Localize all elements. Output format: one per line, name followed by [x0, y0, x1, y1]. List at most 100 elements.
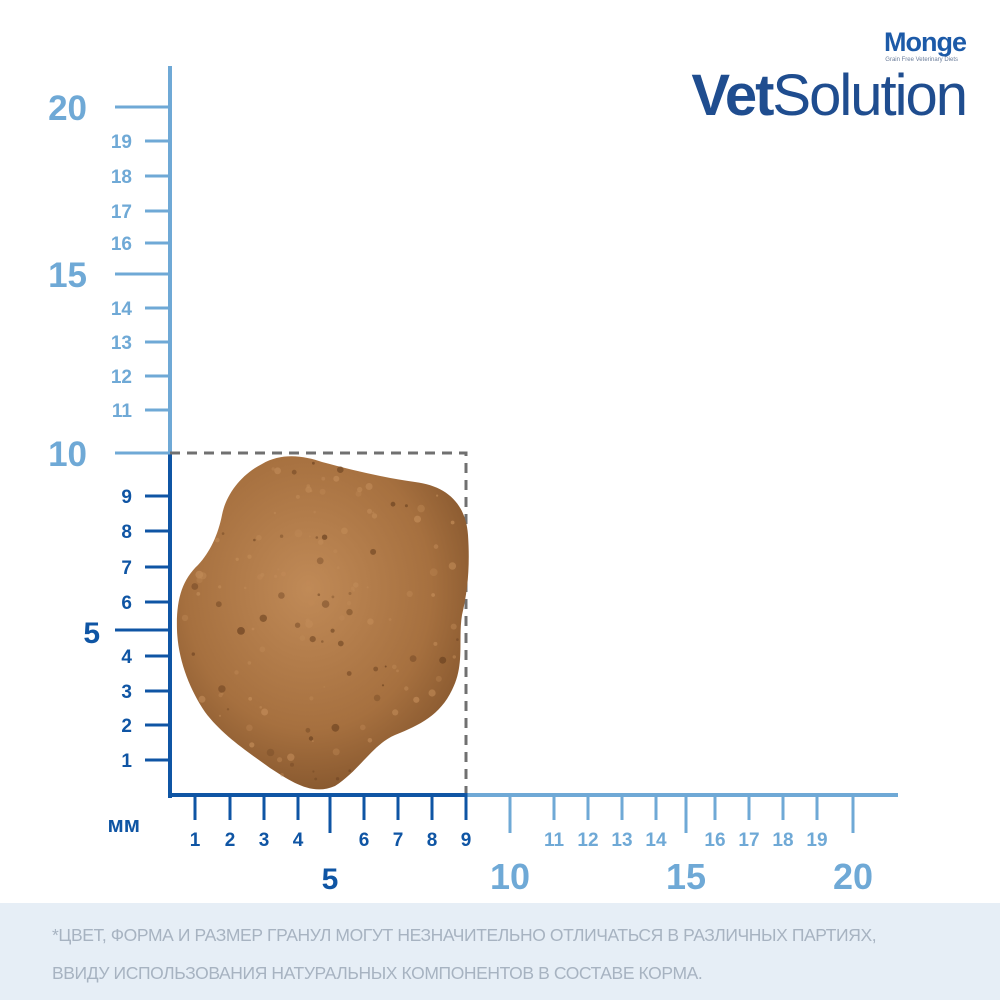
kibble-speckle: [396, 669, 399, 673]
kibble-speckle: [435, 675, 442, 682]
kibble-speckle: [295, 494, 300, 499]
kibble-speckle: [221, 692, 224, 695]
kibble-speckle: [315, 536, 319, 539]
kibble-speckle: [291, 469, 297, 475]
kibble-speckle: [409, 655, 417, 662]
y-label-minor-9: 9: [121, 487, 132, 508]
y-label-minor-1: 1: [121, 751, 132, 772]
kibble-speckle: [312, 770, 315, 773]
kibble-speckle: [260, 572, 265, 577]
brand-maker-subtitle: Grain Free Veterinary Diets: [885, 57, 958, 63]
kibble-speckle: [365, 483, 373, 490]
kibble-speckle: [305, 618, 310, 623]
kibble-speckle: [433, 641, 438, 646]
kibble-speckle: [339, 615, 345, 621]
kibble-speckle: [318, 539, 324, 545]
kibble-speckle: [346, 601, 352, 606]
kibble-speckle: [373, 666, 379, 672]
kibble-speckle: [332, 748, 340, 756]
kibble-speckle: [305, 579, 311, 586]
x-label-minor-2: 2: [225, 830, 236, 851]
x-label-minor-16: 16: [704, 830, 725, 851]
kibble-speckle: [191, 652, 195, 656]
kibble-speckle: [370, 548, 377, 555]
kibble-speckle: [366, 586, 369, 589]
kibble-speckle: [215, 537, 220, 543]
y-label-minor-3: 3: [121, 682, 132, 703]
kibble-speckle: [181, 614, 189, 622]
x-label-major-20: 20: [833, 856, 873, 897]
kibble-speckle: [218, 685, 226, 693]
kibble-speckle: [321, 600, 330, 608]
kibble-speckle: [226, 708, 230, 711]
brand-product-name: VetSolution: [691, 63, 968, 128]
y-label-minor-18: 18: [111, 167, 132, 188]
kibble-speckle: [277, 568, 280, 571]
kibble-speckle: [313, 510, 316, 514]
x-label-minor-17: 17: [738, 830, 759, 851]
kibble-speckle: [448, 562, 457, 570]
kibble-speckle: [312, 461, 315, 465]
kibble-speckle: [251, 627, 255, 631]
kibble-speckle: [278, 592, 285, 599]
y-label-major-10: 10: [48, 435, 87, 474]
x-label-minor-9: 9: [461, 830, 472, 851]
x-label-minor-12: 12: [577, 830, 598, 851]
x-label-minor-3: 3: [259, 830, 270, 851]
kibble-speckle: [372, 511, 375, 514]
y-label-minor-14: 14: [111, 299, 133, 320]
kibble-speckle: [341, 527, 348, 535]
kibble-speckle: [360, 724, 366, 731]
kibble-speckle: [436, 494, 439, 497]
kibble-speckle: [191, 583, 199, 590]
kibble-speckle: [348, 769, 352, 772]
kibble-speckle: [314, 777, 318, 781]
kibble-speckle: [439, 656, 447, 664]
kibble-speckle: [406, 590, 413, 598]
kibble-speckle: [221, 532, 225, 535]
kibble-speckle: [337, 640, 344, 647]
kibble-speckle: [196, 592, 201, 596]
x-label-minor-18: 18: [772, 830, 793, 851]
brand-product-bold: Vet: [691, 63, 774, 128]
kibble-speckle: [235, 557, 239, 561]
kibble-speckle: [357, 486, 363, 493]
kibble-speckle: [456, 638, 459, 641]
kibble-speckle: [355, 490, 362, 497]
y-label-minor-13: 13: [111, 333, 132, 354]
kibble-speckle: [331, 595, 335, 599]
kibble-speckle: [256, 534, 262, 541]
kibble-speckle: [429, 568, 438, 577]
kibble-speckle: [247, 661, 252, 665]
kibble-speckle: [346, 608, 353, 616]
kibble-speckle: [392, 664, 397, 670]
kibble-speckle: [450, 520, 455, 525]
kibble-speckle: [309, 696, 314, 701]
kibble-speckle: [234, 670, 239, 675]
kibble-speckle: [330, 628, 335, 633]
kibble-speckle: [431, 593, 435, 597]
kibble-speckle: [243, 586, 247, 590]
kibble-speckle: [414, 515, 421, 523]
kibble-speckle: [308, 535, 311, 538]
kibble-speckle: [280, 773, 284, 777]
kibble-speckle: [428, 689, 436, 697]
kibble-speckle: [331, 723, 340, 732]
kibble-speckle: [305, 486, 312, 493]
kibble-speckle: [247, 554, 252, 559]
kibble-speckle: [246, 724, 253, 732]
kibble-speckle: [198, 695, 206, 703]
y-label-major-20: 20: [48, 89, 87, 128]
x-label-minor-1: 1: [190, 830, 201, 851]
kibble-speckle: [307, 599, 315, 606]
kibble-speckle: [271, 467, 275, 471]
y-label-minor-19: 19: [111, 132, 132, 153]
kibble-speckle: [196, 577, 203, 584]
kibble-speckle: [388, 618, 392, 621]
x-label-minor-13: 13: [611, 830, 632, 851]
kibble-speckle: [417, 504, 425, 513]
y-label-minor-2: 2: [121, 716, 132, 737]
x-label-major-15: 15: [666, 856, 706, 897]
kibble-speckle: [273, 511, 277, 515]
